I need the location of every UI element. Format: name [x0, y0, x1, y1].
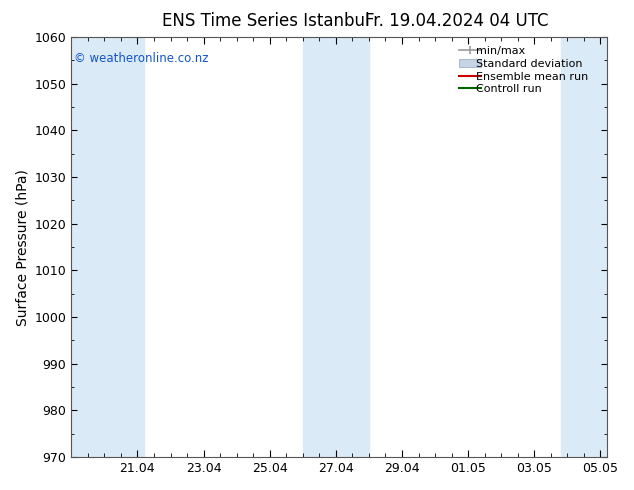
Legend: min/max, Standard deviation, Ensemble mean run, Controll run: min/max, Standard deviation, Ensemble me…: [456, 43, 602, 98]
Bar: [303, 37, 369, 457]
Text: ENS Time Series Istanbul: ENS Time Series Istanbul: [162, 12, 370, 30]
Bar: [71, 37, 144, 457]
Y-axis label: Surface Pressure (hPa): Surface Pressure (hPa): [15, 169, 29, 325]
Text: Fr. 19.04.2024 04 UTC: Fr. 19.04.2024 04 UTC: [365, 12, 548, 30]
Bar: [560, 37, 607, 457]
Text: © weatheronline.co.nz: © weatheronline.co.nz: [74, 52, 209, 65]
